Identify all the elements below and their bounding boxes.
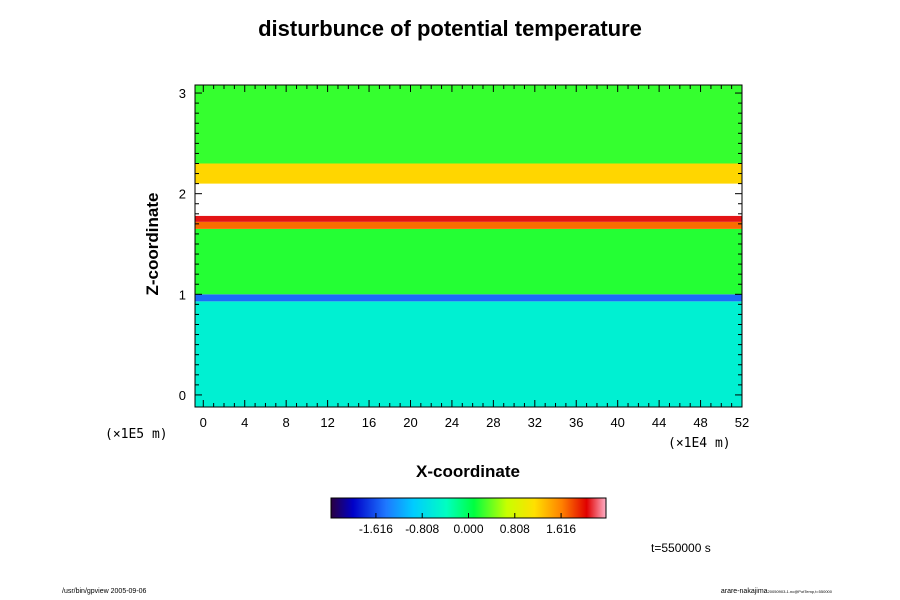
x-tick-label: 44 [652, 415, 666, 430]
x-tick-label: 52 [735, 415, 749, 430]
x-tick-label: 36 [569, 415, 583, 430]
y-tick-label: 2 [179, 187, 186, 202]
x-tick-label: 24 [445, 415, 459, 430]
colorbar-tick-label: -1.616 [359, 522, 393, 536]
y-tick-label: 1 [179, 287, 186, 302]
time-annotation: t=550000 s [651, 541, 711, 555]
plot-frame [194, 84, 743, 408]
colorbar-tick-label: 0.808 [500, 522, 530, 536]
axis-ticks [195, 85, 743, 407]
x-tick-label: 8 [283, 415, 290, 430]
field-band [195, 183, 742, 216]
field-band [195, 294, 742, 302]
y-tick-label: 3 [179, 86, 186, 101]
y-tick-labels: 0 1 2 3 [179, 86, 186, 403]
x-tick-label: 16 [362, 415, 376, 430]
x-tick-label: 0 [200, 415, 207, 430]
x-tick-label: 48 [693, 415, 707, 430]
x-unit-label: (×1E4 m) [668, 436, 731, 451]
colorbar-tick-label: 0.000 [453, 522, 483, 536]
footer-source: arare-nakajima20050903-1.nc@PotTemp,t=55… [721, 588, 832, 595]
x-tick-label: 32 [528, 415, 542, 430]
x-tick-labels: 0 4 8 12 16 20 24 28 32 36 40 44 48 52 [200, 415, 750, 430]
field-band [195, 301, 742, 407]
colorbar-ticks [375, 513, 562, 518]
colorbar-tick-label: 1.616 [546, 522, 576, 536]
x-tick-label: 20 [403, 415, 417, 430]
footer-command: /usr/bin/gpview 2005-09-06 [62, 588, 147, 595]
field-band [195, 215, 742, 222]
footer-source-main: arare-nakajima [720, 588, 768, 595]
colorbar-tick-labels: -1.616 -0.808 0.000 0.808 1.616 [359, 522, 577, 536]
field-band [195, 228, 742, 295]
y-axis-title: Z-coordinate [143, 193, 162, 296]
x-tick-label: 4 [241, 415, 248, 430]
field-band [195, 221, 742, 229]
field-band [195, 85, 742, 164]
field-band [195, 163, 742, 184]
y-tick-label: 0 [179, 388, 186, 403]
field-layer [195, 85, 742, 407]
x-tick-label: 28 [486, 415, 500, 430]
colorbar-tick-label: -0.808 [405, 522, 439, 536]
chart-title: disturbunce of potential temperature [258, 16, 642, 41]
x-tick-label: 12 [320, 415, 334, 430]
y-unit-label: (×1E5 m) [105, 427, 168, 442]
footer-source-detail: 20050903-1.nc@PotTemp,t=550000 [767, 589, 832, 594]
x-axis-title: X-coordinate [416, 462, 520, 481]
x-tick-label: 40 [610, 415, 624, 430]
